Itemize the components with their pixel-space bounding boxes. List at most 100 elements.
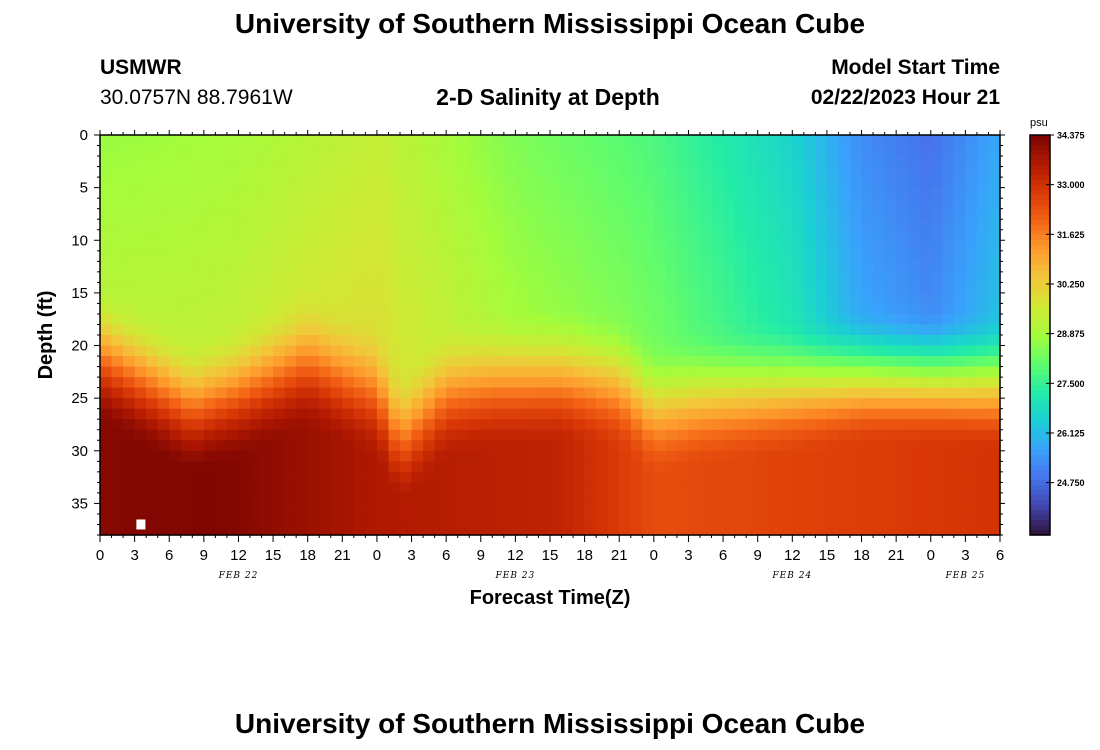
heatmap-cell [815,135,828,147]
heatmap-cell [411,240,424,252]
heatmap-cell [296,429,309,441]
heatmap-cell [838,240,851,252]
heatmap-cell [503,292,516,305]
x-tick-label: 12 [230,547,247,564]
heatmap-cell [100,398,113,410]
heatmap-cell [930,524,943,536]
heatmap-cell [330,492,343,505]
heatmap-cell [653,429,666,441]
heatmap-cell [930,156,943,168]
colorbar-segment [1030,190,1050,196]
heatmap-cell [734,250,747,262]
heatmap-cell [700,229,713,241]
heatmap-cell [157,366,170,378]
heatmap-cell [180,335,193,347]
heatmap-cell [192,482,205,494]
heatmap-cell [192,513,205,526]
heatmap-cell [388,408,401,420]
heatmap-cell [492,145,505,157]
colorbar-segment [1030,420,1050,426]
heatmap-cell [700,450,713,462]
heatmap-cell [700,261,713,273]
heatmap-cell [434,166,447,178]
heatmap-cell [100,303,113,315]
heatmap-cell [273,240,286,252]
heatmap-cell [873,408,886,420]
heatmap-cell [203,419,216,431]
heatmap-cell [146,492,159,505]
heatmap-cell [215,398,228,410]
heatmap-cell [746,198,759,210]
heatmap-cell [965,387,978,399]
heatmap-cell [480,356,493,368]
heatmap-cell [723,303,736,315]
heatmap-cell [261,177,274,189]
heatmap-cell [307,419,320,431]
heatmap-cell [607,271,620,283]
heatmap-cell [873,156,886,168]
heatmap-cell [238,366,251,378]
heatmap-cell [146,229,159,241]
heatmap-cell [688,513,701,526]
heatmap-cell [607,513,620,526]
heatmap-cell [930,461,943,473]
heatmap-cell [573,503,586,515]
heatmap-cell [330,503,343,515]
heatmap-cell [896,135,909,147]
heatmap-cell [919,450,932,462]
heatmap-cell [723,324,736,336]
heatmap-cell [619,219,632,231]
x-tick-label: 3 [130,547,138,564]
heatmap-cell [226,461,240,473]
heatmap-cell [480,282,493,294]
heatmap-cell [988,135,1001,147]
colorbar-segment [1030,340,1050,346]
heatmap-cell [180,419,193,431]
colorbar-segment [1030,175,1050,181]
heatmap-cell [619,345,632,357]
heatmap-cell [884,198,897,210]
heatmap-cell [215,524,228,536]
heatmap-cell [550,177,563,189]
heatmap-cell [515,292,528,305]
day-label: FEB 22 [218,571,259,581]
heatmap-cell [653,282,666,294]
heatmap-cell [365,366,378,378]
heatmap-cell [930,450,943,462]
heatmap-cell [365,335,378,347]
heatmap-cell [180,250,193,262]
heatmap-cell [596,524,609,536]
heatmap-cell [884,208,897,220]
heatmap-cell [342,419,355,431]
colorbar-segment [1030,460,1050,466]
heatmap-cell [976,282,990,294]
heatmap-cell [434,440,447,452]
heatmap-cell [734,261,747,273]
heatmap-cell [457,282,470,294]
heatmap-cell [353,187,366,199]
heatmap-cell [330,356,343,368]
heatmap-cell [769,240,782,252]
heatmap-cell [757,524,770,536]
heatmap-cell [123,471,136,483]
heatmap-cell [792,471,805,483]
heatmap-cell [273,471,286,483]
heatmap-cell [688,398,701,410]
heatmap-cell [192,250,205,262]
heatmap-cell [919,303,932,315]
heatmap-cell [307,492,320,505]
heatmap-cell [180,271,193,283]
heatmap-cell [688,177,701,189]
heatmap-cell [423,145,436,157]
heatmap-cell [250,292,263,305]
page-title: University of Southern Mississippi Ocean… [234,8,866,39]
heatmap-cell [919,292,932,305]
x-tick-label: 0 [96,547,104,564]
heatmap-cell [446,419,459,431]
heatmap-cell [746,345,759,357]
heatmap-cell [538,282,551,294]
colorbar-segment [1030,210,1050,216]
heatmap-cell [976,366,990,378]
colorbar-tick-label: 33.000 [1057,180,1085,190]
